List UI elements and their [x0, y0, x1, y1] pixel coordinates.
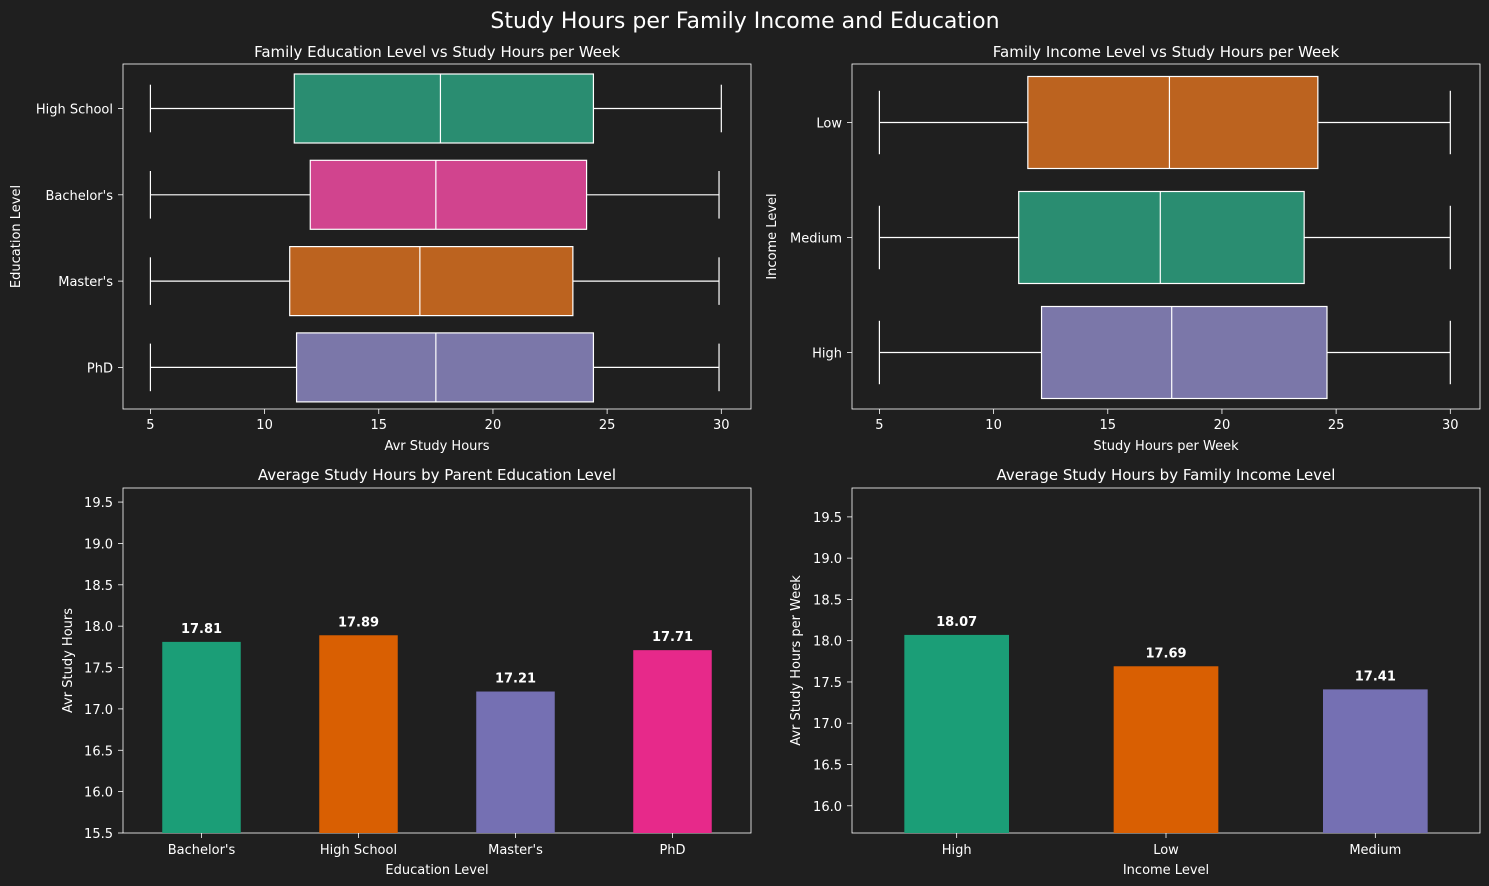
- chart-2-xlabel: Study Hours per Week: [1093, 439, 1239, 454]
- chart-4-ytick-label: 16.0: [813, 800, 842, 815]
- chart-4-ytick-label: 16.5: [813, 758, 842, 773]
- chart-4-xlabel: Income Level: [1123, 863, 1209, 878]
- chart-3-xtick-label: PhD: [659, 843, 685, 858]
- chart-1-ytick-label: High School: [36, 103, 113, 118]
- chart-3-ytick-label: 16.0: [84, 786, 113, 801]
- chart-4-ytick-label: 17.0: [813, 717, 842, 732]
- chart-4-bar-medium: [1323, 689, 1428, 833]
- chart-4-bar-value-label: 17.41: [1355, 669, 1396, 684]
- chart-2-box-high: [1040, 305, 1328, 400]
- chart-2-box-medium: [1018, 190, 1305, 285]
- chart-4-bar-value-label: 17.69: [1145, 646, 1186, 661]
- chart-1-box-high-school: [293, 73, 595, 144]
- chart-3-ytick-label: 17.5: [84, 662, 113, 677]
- figure-suptitle: Study Hours per Family Income and Educat…: [490, 9, 999, 34]
- chart-3-bar-value-label: 17.81: [181, 622, 222, 637]
- chart-4-ytick-label: 19.5: [813, 511, 842, 526]
- chart-4-bar-value-label: 18.07: [936, 615, 977, 630]
- chart-4-ytick-label: 19.0: [813, 552, 842, 567]
- chart-2-ytick-label: Medium: [790, 232, 842, 247]
- chart-1-xtick-label: 25: [599, 418, 616, 433]
- chart-1-ylabel: Education Level: [9, 185, 24, 288]
- chart-3-bar-bachelor-s: [162, 641, 241, 833]
- chart-2-xtick-label: 15: [1099, 418, 1116, 433]
- chart-3-ytick-label: 19.5: [84, 496, 113, 511]
- chart-4-bar-low: [1113, 666, 1219, 833]
- chart-1-xtick-label: 20: [485, 418, 502, 433]
- chart-4-ytick-label: 18.5: [813, 593, 842, 608]
- chart-2-title: Family Income Level vs Study Hours per W…: [993, 43, 1340, 61]
- chart-4-ylabel: Avr Study Hours per Week: [789, 575, 804, 746]
- chart-1-box-bachelor-s: [309, 159, 588, 230]
- chart-1-axes-frame: [122, 63, 752, 410]
- chart-1-title: Family Education Level vs Study Hours pe…: [254, 43, 620, 61]
- chart-1-xtick-label: 15: [370, 418, 387, 433]
- chart-2-xtick-label: 5: [875, 418, 883, 433]
- chart-1-box-master-s: [289, 246, 574, 317]
- chart-4-ytick-label: 18.0: [813, 635, 842, 650]
- chart-1-ytick-label: Bachelor's: [45, 189, 113, 204]
- chart-3-bar-high-school: [319, 635, 398, 833]
- chart-3-ytick-label: 18.0: [84, 620, 113, 635]
- chart-2-xtick-label: 10: [985, 418, 1002, 433]
- chart-4-ytick-label: 17.5: [813, 676, 842, 691]
- chart-3-axes-frame: [122, 487, 752, 834]
- chart-3-xlabel: Education Level: [385, 863, 488, 878]
- chart-1-xtick-label: 5: [146, 418, 154, 433]
- chart-2-axes-frame: [851, 63, 1481, 410]
- chart-4-xtick-label: High: [942, 843, 972, 858]
- chart-3-ytick-label: 16.5: [84, 744, 113, 759]
- chart-3-ytick-label: 17.0: [84, 703, 113, 718]
- chart-4-title: Average Study Hours by Family Income Lev…: [997, 466, 1336, 484]
- chart-3-ylabel: Avr Study Hours: [61, 608, 76, 713]
- chart-2-xtick-label: 30: [1442, 418, 1459, 433]
- chart-3-xtick-label: High School: [320, 843, 397, 858]
- chart-1-xlabel: Avr Study Hours: [384, 439, 489, 454]
- chart-3-bar-value-label: 17.89: [338, 615, 379, 630]
- chart-3-bar-value-label: 17.21: [495, 672, 536, 687]
- chart-3-ytick-label: 15.5: [84, 827, 113, 842]
- chart-3-ytick-label: 19.0: [84, 537, 113, 552]
- chart-4-xtick-label: Medium: [1349, 843, 1401, 858]
- chart-1-xtick-label: 30: [713, 418, 730, 433]
- chart-1-ytick-label: PhD: [87, 361, 113, 376]
- chart-3-ytick-label: 18.5: [84, 579, 113, 594]
- chart-3-title: Average Study Hours by Parent Education …: [258, 466, 616, 484]
- chart-3-xtick-label: Master's: [488, 843, 543, 858]
- chart-4-xtick-label: Low: [1153, 843, 1179, 858]
- chart-2-xtick-label: 20: [1214, 418, 1231, 433]
- chart-4-bar-high: [904, 634, 1009, 833]
- chart-1-xtick-label: 10: [256, 418, 273, 433]
- chart-1-ytick-label: Master's: [58, 275, 113, 290]
- chart-3-bar-value-label: 17.71: [652, 630, 693, 645]
- chart-3-xtick-label: Bachelor's: [168, 843, 236, 858]
- chart-2-ytick-label: High: [812, 347, 842, 362]
- chart-2-xtick-label: 25: [1328, 418, 1345, 433]
- chart-2-ylabel: Income Level: [765, 193, 780, 279]
- chart-3-bar-master-s: [476, 691, 555, 833]
- chart-2-box-low: [1027, 75, 1319, 170]
- chart-1-box-phd: [295, 332, 595, 403]
- chart-2-ytick-label: Low: [816, 117, 842, 132]
- chart-3-bar-phd: [633, 650, 712, 833]
